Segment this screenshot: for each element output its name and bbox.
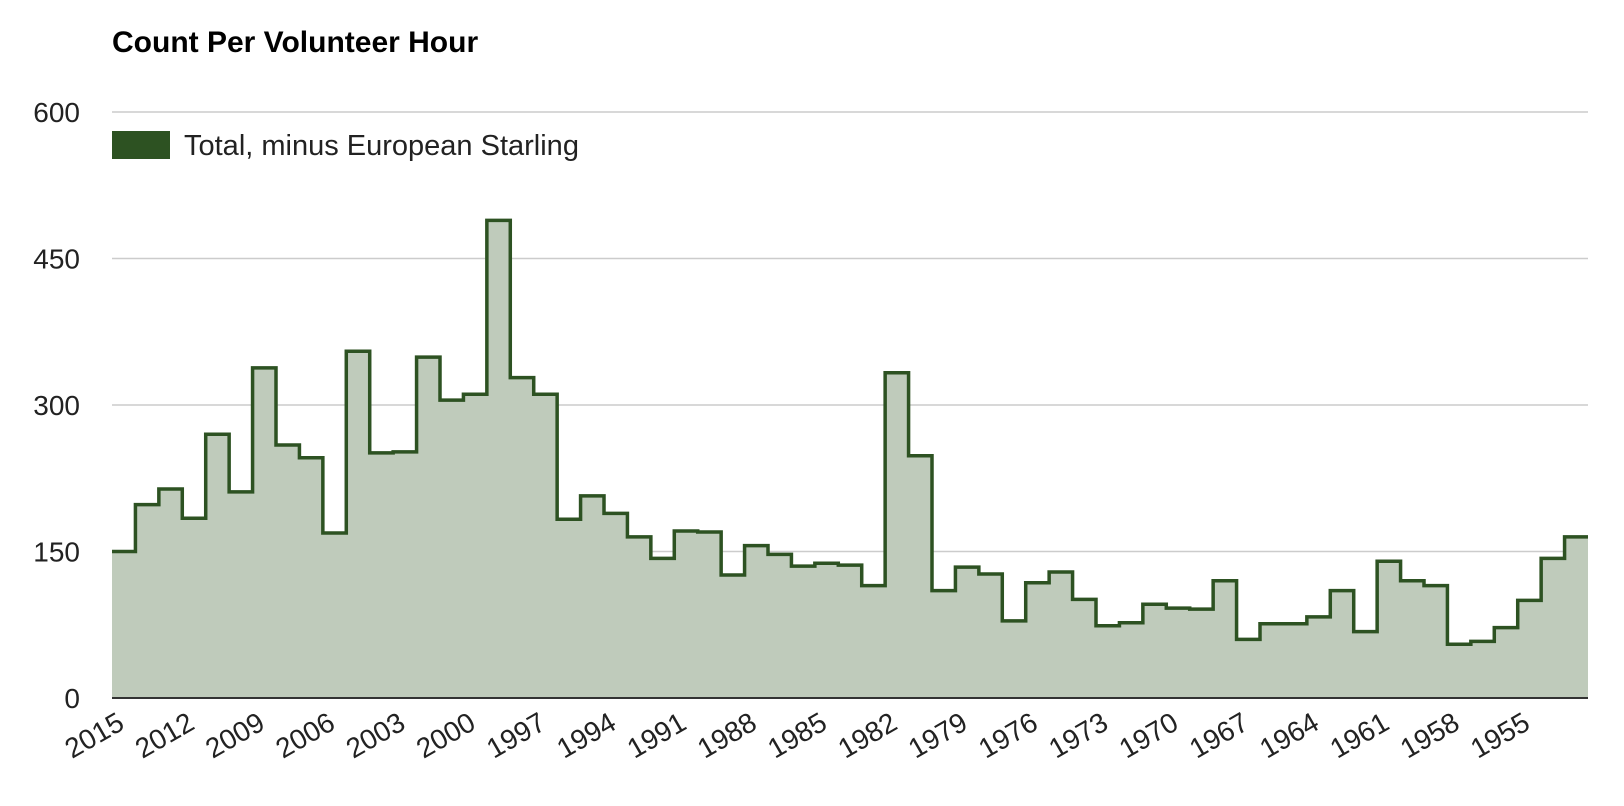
x-tick-label: 2009 [200, 706, 269, 764]
x-tick-label: 2006 [270, 706, 339, 764]
x-tick-label: 2012 [130, 706, 199, 764]
x-tick-label: 1961 [1325, 706, 1394, 764]
x-tick-label: 1982 [833, 706, 902, 764]
x-tick-label: 2015 [60, 706, 129, 764]
x-tick-label: 1985 [762, 706, 831, 764]
x-tick-label: 1958 [1395, 706, 1464, 764]
y-tick-label: 0 [64, 683, 80, 714]
x-tick-label: 1988 [692, 706, 761, 764]
x-tick-label: 1979 [903, 706, 972, 764]
chart-title: Count Per Volunteer Hour [112, 26, 479, 59]
legend-label: Total, minus European Starling [184, 130, 579, 162]
x-tick-label: 1973 [1044, 706, 1113, 764]
y-tick-label: 300 [33, 390, 80, 421]
x-axis-ticks: 2015 2012 2009 2006 2003 2000 1997 1994 1991 1988… [60, 706, 1535, 764]
x-tick-label: 1976 [973, 706, 1042, 764]
legend-swatch [112, 131, 170, 159]
x-tick-label: 1991 [622, 706, 691, 764]
series-line [112, 218, 1588, 647]
x-tick-label: 2003 [341, 706, 410, 764]
series-area-fill [112, 220, 1588, 698]
gridlines [112, 111, 1588, 553]
x-tick-label: 1970 [1114, 706, 1183, 764]
legend[interactable]: Total, minus European Starling [112, 130, 579, 162]
series-line-path [112, 218, 1588, 647]
y-axis-ticks: 0 150 300 450 600 [33, 97, 80, 714]
x-tick-label: 1997 [481, 706, 550, 764]
y-tick-label: 150 [33, 537, 80, 568]
x-tick-label: 1964 [1254, 706, 1323, 764]
y-tick-label: 450 [33, 244, 80, 275]
y-tick-label: 600 [33, 97, 80, 128]
x-tick-label: 1994 [552, 706, 621, 764]
x-tick-label: 1955 [1465, 706, 1534, 764]
x-tick-label: 2000 [411, 706, 480, 764]
series-area [112, 220, 1588, 698]
x-tick-label: 1967 [1184, 706, 1253, 764]
